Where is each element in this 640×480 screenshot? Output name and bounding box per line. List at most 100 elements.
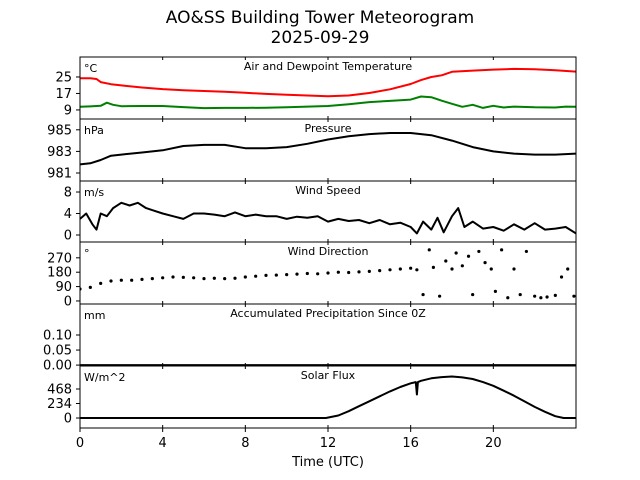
data-point [150,276,154,281]
data-point [254,274,258,278]
data-point [378,269,382,273]
data-point [305,271,309,276]
unit-label-wind_speed: m/s [84,186,104,199]
y-tick-label: 983 [47,145,72,160]
data-point [347,270,351,275]
data-point [398,267,402,271]
data-point [243,275,247,279]
panel-title-pressure: Pressure [305,122,352,135]
y-tick-label: 25 [55,70,72,85]
data-point [489,267,493,271]
data-point [427,248,431,252]
panel-title-wind_direction: Wind Direction [288,245,369,258]
y-tick-label: 17 [55,87,72,102]
data-point [409,266,413,270]
data-point [506,296,510,300]
panel-title-solar: Solar Flux [301,369,356,382]
y-tick-label: 8 [64,186,72,201]
data-point [295,272,299,276]
y-tick-label: 234 [47,397,72,412]
y-tick-label: 981 [47,167,72,182]
x-tick-label: 20 [485,436,502,451]
data-point [367,269,371,274]
data-point [171,275,175,279]
unit-label-solar: W/m^2 [84,371,126,384]
data-point [524,249,529,254]
unit-label-precip: mm [84,309,105,322]
y-tick-label: 9 [64,103,72,118]
data-point [202,276,206,281]
data-point [500,248,504,252]
panel-temp: 917 25 °C Air and Dewpoint Temperature [55,56,577,120]
series-line-temp-0 [80,67,576,98]
data-point [99,281,103,285]
y-tick-label: 0 [64,229,72,244]
panel-pressure: 981 983 985 hPa Pressure [47,118,577,182]
y-tick-label: 90 [55,280,72,295]
data-point [316,272,320,276]
data-point [357,270,361,274]
data-point [326,271,330,275]
y-tick-label: 985 [47,123,72,138]
data-point [539,296,543,300]
data-point [553,293,557,297]
chart-title-main: AO&SS Building Tower Meteorogram [165,8,475,28]
y-tick-label: 180 [47,266,72,281]
data-point [161,276,165,280]
data-point [483,261,487,265]
plot-area-wind_speed [80,201,576,235]
data-point [421,292,425,297]
x-axis-label: Time (UTC) [291,455,364,470]
data-point [388,268,392,272]
x-tick-label: 0 [76,436,84,451]
data-point [572,294,576,298]
data-point [336,270,340,274]
data-point [559,275,564,279]
y-tick-label: 0 [64,294,72,309]
series-line-temp-1 [80,95,576,110]
data-point [274,273,278,277]
data-point [119,278,123,282]
data-point [140,277,144,281]
data-point [109,279,113,283]
series-line-solar-0 [80,375,576,419]
data-point [512,267,516,271]
series-line-wind_speed-0 [80,201,576,235]
data-point [192,276,196,280]
data-point [493,289,497,293]
data-point [545,295,549,299]
chart-subtitle-date: 2025-09-29 [270,28,370,48]
panel-title-precip: Accumulated Precipitation Since 0Z [230,307,426,320]
data-point [444,259,448,263]
data-point [264,273,268,277]
y-tick-label: 0.00 [43,359,72,374]
plot-area-wind_direction [80,248,576,300]
data-point [460,264,464,268]
x-tick-label: 8 [241,436,249,451]
y-tick-label: 0 [64,412,72,427]
data-point [88,285,92,289]
unit-label-temp: °C [84,62,98,75]
plot-area-pressure [80,132,576,166]
panel-wind_speed: 0 4 8 m/s Wind Speed [64,180,577,244]
panel-precip: 0.000.050.10 mm Accumulated Precipitation … [43,303,577,374]
data-point [518,292,522,297]
unit-label-wind_direction: ° [84,247,90,260]
chart-title: AO&SS Building Tower Meteorogram 2025-09… [0,8,640,48]
data-point [477,249,481,254]
y-tick-label: 270 [47,251,72,266]
data-point [566,267,570,271]
x-tick-label: 16 [402,436,419,451]
y-tick-label: 468 [47,383,72,398]
data-point [223,276,227,281]
data-point [450,267,454,271]
data-point [233,276,237,280]
data-point [130,278,134,282]
series-line-pressure-0 [80,132,576,166]
y-tick-label: 4 [64,207,72,222]
x-tick-label: 12 [320,436,337,451]
data-point [533,294,537,298]
